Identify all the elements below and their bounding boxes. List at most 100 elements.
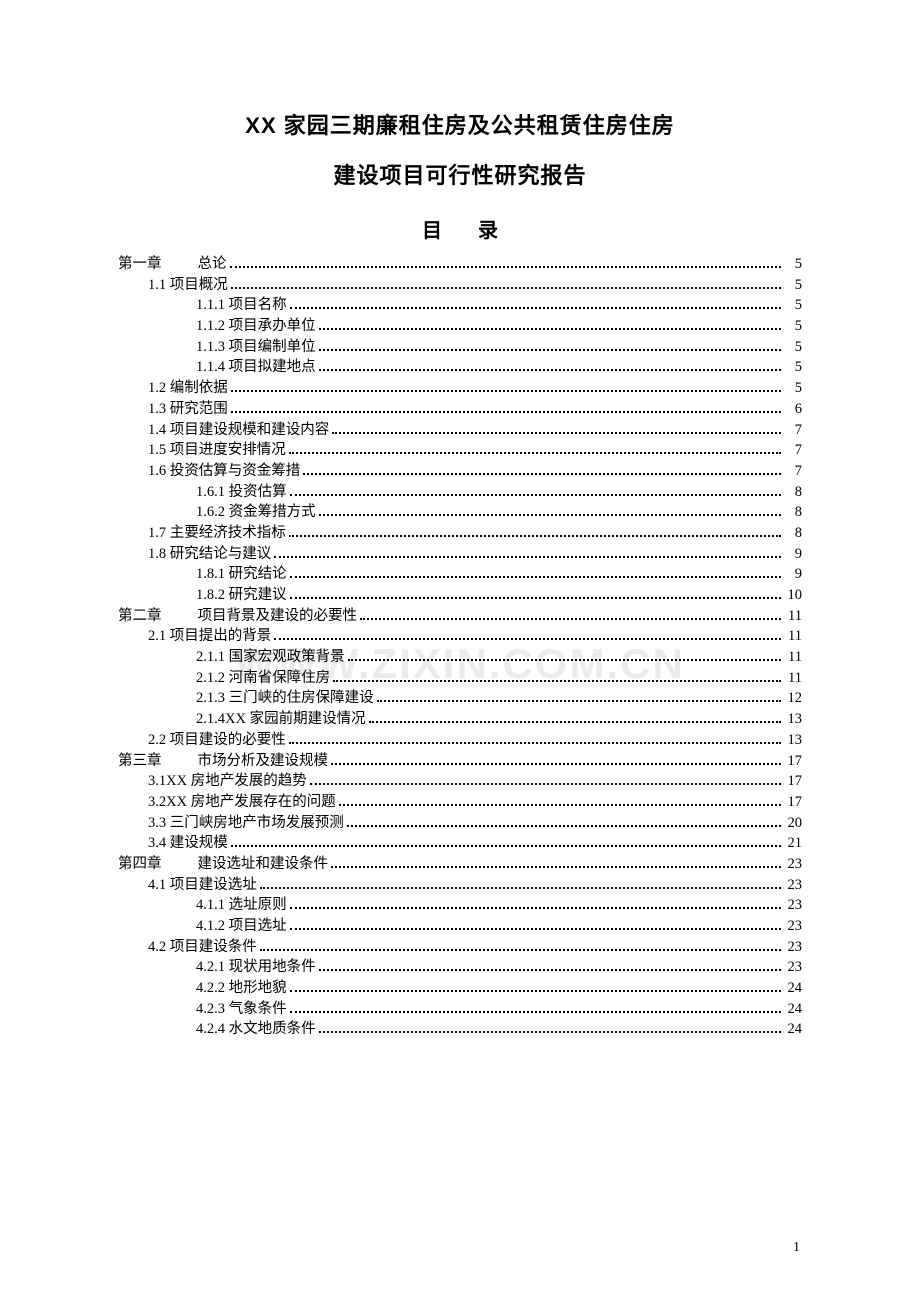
toc-entry: 1.2 编制依据5 — [118, 381, 802, 396]
toc-entry: 2.1 项目提出的背景 11 — [118, 629, 802, 644]
toc-leader-dots — [231, 281, 781, 289]
toc-entry: 第四章建设选址和建设条件23 — [118, 857, 802, 872]
toc-entry: 1.1.2 项目承办单位5 — [118, 319, 802, 334]
document-title-line2: 建设项目可行性研究报告 — [118, 158, 802, 190]
toc-leader-dots — [319, 1025, 781, 1033]
toc-entry-label: 1.1 项目概况 — [148, 278, 228, 293]
toc-entry-label: 4.2.4 水文地质条件 — [196, 1022, 316, 1037]
table-of-contents: 第一章总论51.1 项目概况51.1.1 项目名称51.1.2 项目承办单位51… — [118, 257, 802, 1037]
toc-entry: 2.1.3 三门峡的住房保障建设12 — [118, 691, 802, 706]
toc-leader-dots — [231, 384, 781, 392]
toc-entry-label: 2.1.1 国家宏观政策背景 — [196, 650, 345, 665]
toc-entry-label: 4.2.2 地形地貌 — [196, 981, 287, 996]
toc-entry-label: 3.1XX 房地产发展的趋势 — [148, 774, 307, 789]
toc-entry-page: 17 — [784, 795, 802, 810]
toc-entry: 1.1.1 项目名称5 — [118, 298, 802, 313]
toc-entry: 1.7 主要经济技术指标8 — [118, 526, 802, 541]
toc-entry: 1.1.4 项目拟建地点5 — [118, 360, 802, 375]
toc-entry-page: 5 — [784, 298, 802, 313]
toc-entry: 第一章总论5 — [118, 257, 802, 272]
toc-entry-page: 11 — [784, 629, 802, 644]
toc-entry-page: 11 — [784, 671, 802, 686]
toc-entry: 2.1.4XX 家园前期建设情况13 — [118, 712, 802, 727]
toc-entry-page: 5 — [784, 340, 802, 355]
toc-entry-label: 1.2 编制依据 — [148, 381, 228, 396]
toc-entry: 1.5 项目进度安排情况 7 — [118, 443, 802, 458]
toc-entry-page: 23 — [784, 960, 802, 975]
toc-entry: 1.4 项目建设规模和建设内容 7 — [118, 423, 802, 438]
toc-entry-page: 24 — [784, 981, 802, 996]
toc-entry-page: 23 — [784, 940, 802, 955]
toc-leader-dots — [289, 446, 781, 454]
toc-entry: 4.1.2 项目选址 23 — [118, 919, 802, 934]
toc-entry: 1.1.3 项目编制单位5 — [118, 340, 802, 355]
toc-entry-label: 1.4 项目建设规模和建设内容 — [148, 423, 329, 438]
toc-entry-label: 4.1.1 选址原则 — [196, 898, 287, 913]
toc-entry-page: 5 — [784, 257, 802, 272]
toc-entry-page: 12 — [784, 691, 802, 706]
toc-entry: 1.8.1 研究结论9 — [118, 567, 802, 582]
toc-entry-label: 1.6.1 投资估算 — [196, 485, 287, 500]
toc-leader-dots — [319, 508, 781, 516]
toc-entry-label: 3.4 建设规模 — [148, 836, 228, 851]
toc-leader-dots — [319, 322, 781, 330]
toc-entry-page: 21 — [784, 836, 802, 851]
toc-entry: 第二章项目背景及建设的必要性11 — [118, 609, 802, 624]
toc-heading: 目录 — [118, 214, 802, 243]
toc-leader-dots — [260, 943, 781, 951]
toc-leader-dots — [360, 612, 781, 620]
toc-entry-page: 7 — [784, 443, 802, 458]
toc-leader-dots — [333, 674, 781, 682]
toc-entry-page: 5 — [784, 278, 802, 293]
toc-entry: 3.4 建设规模 21 — [118, 836, 802, 851]
toc-chapter-title: 市场分析及建设规模 — [198, 753, 329, 769]
toc-entry-label: 2.1.4XX 家园前期建设情况 — [196, 712, 366, 727]
toc-leader-dots — [289, 736, 781, 744]
toc-entry-label: 3.3 三门峡房地产市场发展预测 — [148, 816, 344, 831]
toc-entry-page: 23 — [784, 898, 802, 913]
toc-entry-label: 4.1.2 项目选址 — [196, 919, 287, 934]
toc-leader-dots — [310, 777, 781, 785]
toc-entry-label: 4.2.1 现状用地条件 — [196, 960, 316, 975]
toc-entry-page: 10 — [784, 588, 802, 603]
toc-chapter-title: 项目背景及建设的必要性 — [198, 608, 358, 624]
toc-entry-label: 1.8 研究结论与建议 — [148, 547, 271, 562]
toc-entry-label: 2.1 项目提出的背景 — [148, 629, 271, 644]
toc-entry-label: 1.6 投资估算与资金筹措 — [148, 464, 300, 479]
toc-entry-label: 1.1.2 项目承办单位 — [196, 319, 316, 334]
toc-leader-dots — [260, 881, 781, 889]
toc-entry: 3.1XX 房地产发展的趋势17 — [118, 774, 802, 789]
toc-entry: 2.1.2 河南省保障住房 11 — [118, 671, 802, 686]
toc-entry-page: 8 — [784, 526, 802, 541]
toc-entry: 3.3 三门峡房地产市场发展预测 20 — [118, 816, 802, 831]
toc-leader-dots — [377, 694, 781, 702]
toc-leader-dots — [231, 839, 781, 847]
toc-entry-page: 23 — [784, 919, 802, 934]
toc-entry-label: 1.5 项目进度安排情况 — [148, 443, 286, 458]
toc-leader-dots — [319, 363, 781, 371]
toc-leader-dots — [290, 922, 781, 930]
toc-entry-label: 2.1.2 河南省保障住房 — [196, 671, 330, 686]
toc-entry: 1.1 项目概况 5 — [118, 278, 802, 293]
page-number: 1 — [793, 1240, 800, 1256]
toc-entry-label: 1.1.4 项目拟建地点 — [196, 360, 316, 375]
toc-leader-dots — [290, 1005, 781, 1013]
title-block: XX 家园三期廉租住房及公共租赁住房住房 建设项目可行性研究报告 — [118, 108, 802, 190]
toc-entry-page: 23 — [784, 878, 802, 893]
toc-entry-label: 第三章市场分析及建设规模 — [118, 754, 328, 769]
toc-entry-page: 7 — [784, 423, 802, 438]
toc-entry: 4.2.1 现状用地条件 23 — [118, 960, 802, 975]
toc-leader-dots — [332, 426, 781, 434]
toc-entry-page: 24 — [784, 1002, 802, 1017]
toc-entry: 4.2 项目建设条件23 — [118, 940, 802, 955]
toc-entry: 4.2.4 水文地质条件 24 — [118, 1022, 802, 1037]
toc-entry-page: 20 — [784, 816, 802, 831]
toc-entry-page: 24 — [784, 1022, 802, 1037]
toc-entry-label: 2.2 项目建设的必要性 — [148, 733, 286, 748]
toc-entry-page: 13 — [784, 733, 802, 748]
toc-leader-dots — [290, 901, 781, 909]
toc-leader-dots — [289, 529, 781, 537]
toc-entry: 2.2 项目建设的必要性 13 — [118, 733, 802, 748]
toc-entry: 1.6.1 投资估算8 — [118, 485, 802, 500]
toc-entry: 1.6.2 资金筹措方式8 — [118, 505, 802, 520]
